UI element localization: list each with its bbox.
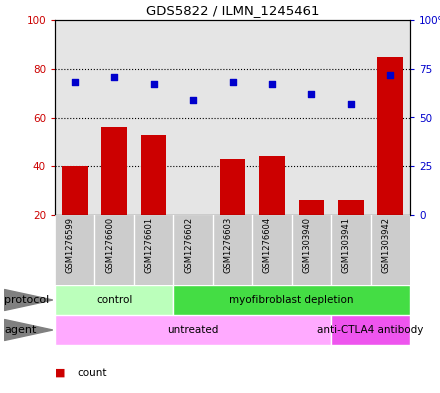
Bar [213,20,252,215]
Text: myofibroblast depletion: myofibroblast depletion [229,295,354,305]
Point [387,72,394,78]
Bar [331,20,370,215]
Text: anti-CTLA4 antibody: anti-CTLA4 antibody [317,325,424,335]
Bar [292,20,331,215]
Bar [134,215,173,285]
Text: untreated: untreated [167,325,219,335]
Bar [213,215,252,285]
Text: GSM1276603: GSM1276603 [224,217,232,274]
Point [150,81,157,88]
Bar [338,200,363,215]
Text: protocol: protocol [4,295,50,305]
Bar [259,156,285,215]
Point [190,97,197,103]
Polygon shape [4,320,53,340]
Bar [331,315,410,345]
Bar [173,20,213,215]
Bar [173,215,213,285]
Point [268,81,275,88]
Text: GSM1303941: GSM1303941 [342,217,351,273]
Bar [370,20,410,215]
Bar [62,166,88,215]
Text: control: control [96,295,132,305]
Bar [252,215,292,285]
Point [71,79,78,86]
Bar [252,20,292,215]
Text: agent: agent [4,325,37,335]
Bar [134,20,173,215]
Point [347,101,354,107]
Text: GSM1276601: GSM1276601 [145,217,154,273]
Bar [55,285,173,315]
Text: GSM1276604: GSM1276604 [263,217,272,273]
Text: GSM1276600: GSM1276600 [105,217,114,273]
Bar [55,215,95,285]
Bar [95,20,134,215]
Point [110,73,117,80]
Bar [55,20,95,215]
Bar [331,215,370,285]
Bar [141,134,166,215]
Bar [370,215,410,285]
Point [229,79,236,86]
Text: GSM1276602: GSM1276602 [184,217,193,273]
Bar [55,315,331,345]
Bar [378,57,403,215]
Bar [220,159,246,215]
Text: GSM1303942: GSM1303942 [381,217,390,273]
Title: GDS5822 / ILMN_1245461: GDS5822 / ILMN_1245461 [146,4,319,17]
Point [308,91,315,97]
Polygon shape [4,290,53,310]
Bar [101,127,127,215]
Bar [95,215,134,285]
Bar [299,200,324,215]
Text: GSM1276599: GSM1276599 [66,217,75,273]
Text: ■: ■ [55,367,66,378]
Text: count: count [77,367,106,378]
Bar [292,215,331,285]
Bar [173,285,410,315]
Text: GSM1303940: GSM1303940 [302,217,312,273]
